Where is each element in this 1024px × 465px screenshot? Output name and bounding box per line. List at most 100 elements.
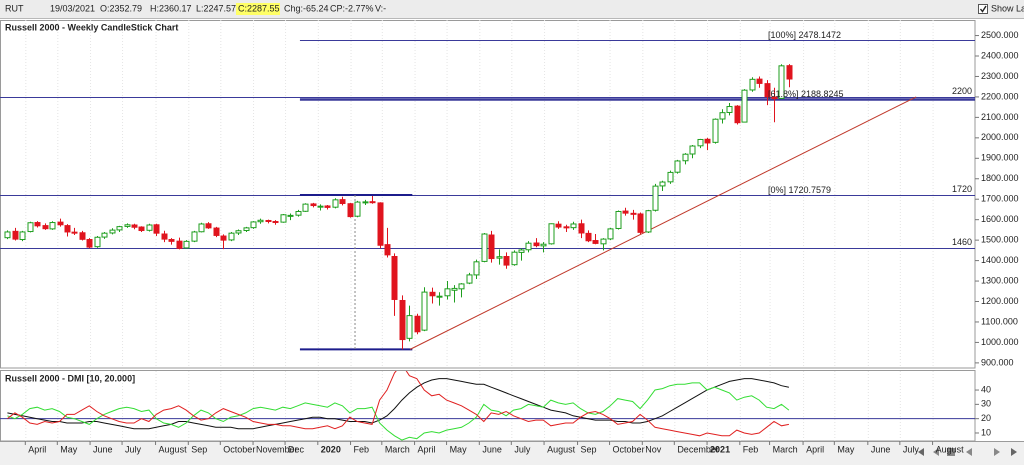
candle-body (377, 202, 384, 246)
candle-body (741, 89, 748, 123)
candle-body (563, 226, 570, 229)
x-tick-label: 2020 (321, 444, 341, 454)
candle-body (302, 203, 309, 212)
y-tick-label: 2300.000 (981, 71, 1019, 81)
y-tick-label: 900.000 (981, 357, 1014, 367)
scroll-right[interactable] (1011, 448, 1017, 456)
candle-body (71, 231, 78, 234)
candle-body (555, 223, 562, 228)
quote-volume: V:- (375, 3, 386, 13)
y-tick-label: 2000.000 (981, 132, 1019, 142)
x-tick-label: Feb (354, 444, 370, 454)
plot-area (0, 20, 975, 368)
candle-body (689, 145, 696, 155)
price-panel-frame (0, 20, 976, 369)
fib-label: [61.8%] 2188.8245 (768, 89, 844, 99)
candle-body (116, 226, 123, 231)
candle-body (488, 234, 495, 260)
candle-body (42, 225, 49, 230)
candle-body (362, 201, 369, 204)
y-tick-label: 10 (981, 427, 991, 437)
x-tick-label: August (936, 444, 965, 454)
candle-body (585, 232, 592, 242)
candle-body (570, 223, 577, 229)
candle-body (64, 225, 71, 233)
candle-body (778, 65, 785, 99)
candle-body (257, 219, 264, 223)
x-tick-label: Dec (288, 444, 305, 454)
scroll-left[interactable] (918, 448, 924, 456)
candle-body (659, 181, 666, 187)
candle-body (764, 83, 771, 98)
level-label: 1720 (952, 184, 972, 194)
candle-body (34, 222, 41, 227)
candle-body (324, 205, 331, 208)
candle-body (243, 227, 250, 232)
candle-body (176, 240, 183, 249)
candle-body (161, 233, 168, 240)
y-tick-label: 1100.000 (981, 316, 1018, 326)
level-label: 2200 (952, 86, 972, 96)
y-tick-label: 1400.000 (981, 255, 1019, 265)
x-tick-label: October (223, 444, 255, 454)
x-tick-label: December (677, 444, 719, 454)
candle-body (674, 160, 681, 173)
zoom-button[interactable] (947, 448, 955, 456)
candle-body (168, 239, 175, 242)
x-tick-label: August (547, 444, 576, 454)
candle-body (250, 221, 257, 229)
candle-body (198, 223, 205, 233)
scroll-controls (918, 448, 1017, 456)
candle-body (153, 224, 160, 234)
candle-body (734, 105, 741, 124)
scroll-right-small[interactable] (994, 448, 1000, 456)
x-tick-label: July (903, 444, 920, 454)
y-tick-label: 40 (981, 384, 991, 394)
candle-body (749, 78, 756, 91)
candle-body (473, 261, 480, 276)
candle-body (578, 223, 585, 234)
candle-body (384, 244, 391, 256)
symbol: RUT (5, 3, 24, 13)
x-tick-label: May (450, 444, 468, 454)
candle-body (339, 199, 346, 205)
quote-change-pct: CP:-2.77% (330, 3, 374, 13)
candle-body (511, 251, 518, 266)
candle-body (287, 214, 294, 217)
x-tick-label: May (60, 444, 78, 454)
candle-body (637, 213, 644, 233)
candle-body (332, 199, 339, 208)
y-tick-label: 2400.000 (981, 50, 1019, 60)
candle-body (19, 231, 26, 241)
quote-low: L:2247.57 (196, 3, 236, 13)
candle-body (138, 226, 145, 232)
x-tick-label: April (418, 444, 436, 454)
candle-body (146, 224, 153, 231)
candle-body (600, 238, 607, 245)
candle-body (49, 222, 56, 230)
x-tick-label: 2021 (710, 444, 730, 454)
y-tick-label: 1700.000 (981, 194, 1019, 204)
scroll-left-small[interactable] (933, 448, 939, 456)
x-tick-label: June (482, 444, 502, 454)
y-tick-label: 2200.000 (981, 91, 1019, 101)
candle-body (354, 201, 361, 217)
candle-body (726, 106, 733, 113)
candle-body (369, 201, 376, 204)
candle-body (697, 138, 704, 147)
candle-body (719, 112, 726, 120)
dmi-line (7, 378, 789, 430)
quote-bar: RUT 19/03/2021 O:2352.79 H:2360.17 L:224… (5, 3, 1024, 15)
candle-body (451, 287, 458, 291)
candle-body (771, 96, 778, 100)
candle-body (786, 65, 793, 80)
quote-high: H:2360.17 (150, 3, 192, 13)
show-last-label[interactable]: Show Last (991, 3, 1024, 13)
candle-body (4, 231, 11, 239)
scroll-page-left[interactable] (966, 448, 972, 456)
show-last-checkbox[interactable] (978, 4, 988, 14)
x-tick-label: July (514, 444, 531, 454)
candle-body (436, 295, 443, 298)
fib-label: [0%] 1720.7579 (768, 185, 831, 195)
candle-body (272, 221, 279, 224)
